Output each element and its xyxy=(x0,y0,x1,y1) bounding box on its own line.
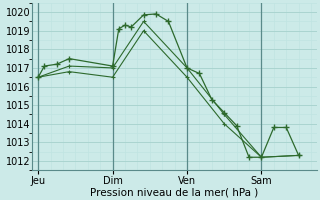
X-axis label: Pression niveau de la mer( hPa ): Pression niveau de la mer( hPa ) xyxy=(91,187,259,197)
